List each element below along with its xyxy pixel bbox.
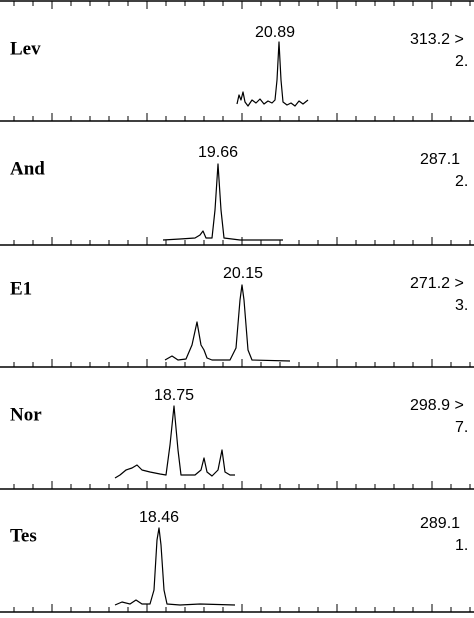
trace: [236, 41, 309, 107]
transition: 287.1: [420, 151, 460, 168]
transition: 3.: [455, 297, 468, 314]
peak-label: 18.75: [154, 387, 194, 404]
panel-label: Tes: [10, 525, 37, 546]
transition: 289.1: [420, 515, 460, 532]
panel-label: And: [10, 158, 45, 179]
trace: [114, 405, 235, 479]
transition: 2.: [455, 53, 468, 70]
panel-label: Nor: [10, 404, 42, 425]
peak-label: 20.15: [223, 265, 263, 282]
transition: 1.: [455, 537, 468, 554]
transition: 271.2 >: [410, 275, 464, 292]
transition: 2.: [455, 173, 468, 190]
peak-label: 20.89: [255, 24, 295, 41]
transition: 313.2 >: [410, 31, 464, 48]
peak-label: 18.46: [139, 509, 179, 526]
trace: [164, 284, 291, 362]
transition: 298.9 >: [410, 397, 464, 414]
panel-label: E1: [10, 278, 32, 299]
peak-label: 19.66: [198, 144, 238, 161]
transition: 7.: [455, 419, 468, 436]
trace: [114, 527, 236, 606]
panel-label: Lev: [10, 38, 41, 59]
trace: [162, 163, 283, 241]
ticks: [13, 1, 471, 612]
